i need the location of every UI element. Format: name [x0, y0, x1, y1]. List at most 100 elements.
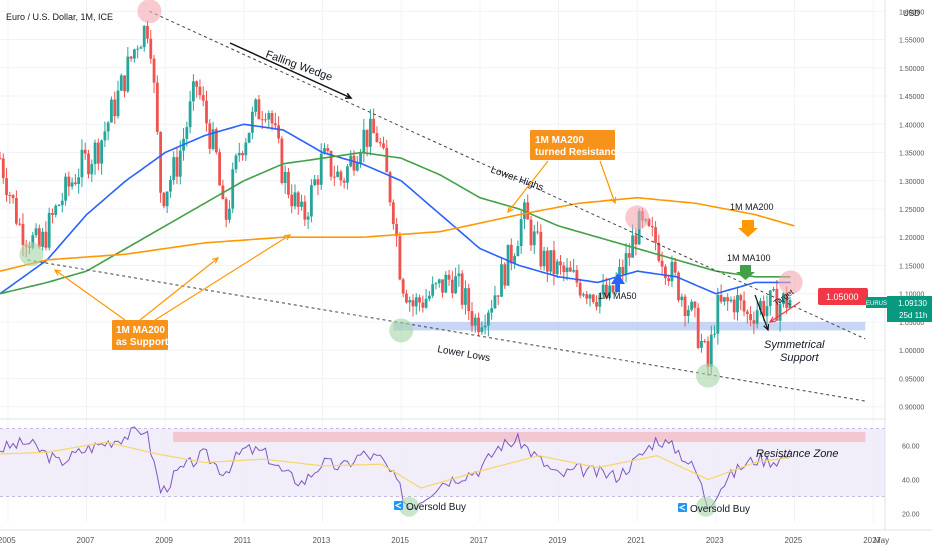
- candle-body: [352, 155, 356, 171]
- candle-body: [296, 192, 300, 207]
- candle-body: [519, 219, 523, 247]
- candle-body: [5, 178, 8, 196]
- candle-body: [677, 272, 680, 301]
- candle-body: [706, 341, 710, 367]
- candle-body: [503, 264, 507, 286]
- candle-body: [211, 129, 215, 149]
- time-tick-label: 2013: [313, 536, 331, 545]
- candle-body: [686, 309, 690, 316]
- time-tick-label: 2009: [155, 536, 173, 545]
- candle-body: [624, 253, 628, 275]
- time-tick-label: 2015: [391, 536, 409, 545]
- candle-body: [703, 340, 707, 342]
- candle-body: [214, 129, 218, 153]
- candle-body: [768, 290, 772, 307]
- candle-body: [362, 129, 366, 153]
- candle-body: [270, 113, 274, 124]
- support-arrow-3: [154, 234, 292, 321]
- candle-body: [306, 216, 310, 220]
- candle-body: [113, 99, 117, 117]
- candle-body: [77, 177, 81, 185]
- symmetrical-label-2: Support: [780, 352, 819, 364]
- candle-body: [116, 90, 120, 117]
- candle-body: [237, 152, 241, 156]
- time-tick-label: 2023: [706, 536, 724, 545]
- arrow-shaft: [154, 234, 291, 321]
- candle-body: [775, 288, 779, 321]
- candle-body: [660, 260, 664, 267]
- candle-body: [627, 253, 631, 258]
- candle-body: [657, 242, 661, 261]
- arrow-head: [283, 234, 292, 241]
- candle-body: [8, 195, 12, 197]
- price-tick-label: 1.45000: [899, 94, 924, 101]
- lower-highs-label: Lower Highs: [489, 164, 545, 193]
- lower-lows-label: Lower Lows: [436, 344, 490, 364]
- oversold-icon-2-glyph: [678, 504, 686, 511]
- arrow-head: [768, 316, 777, 323]
- candle-body: [496, 295, 500, 297]
- candle-body: [155, 82, 159, 132]
- candle-body: [542, 250, 546, 267]
- candle-body: [431, 284, 435, 296]
- candle-body: [578, 282, 582, 296]
- time-tick-label: 2025: [785, 536, 803, 545]
- chart-title: Euro / U.S. Dollar, 1M, ICE: [6, 12, 113, 22]
- candle-body: [201, 95, 205, 101]
- candle-body: [759, 300, 762, 311]
- candle-body: [87, 153, 90, 175]
- candle-body: [313, 179, 317, 186]
- candle-body: [100, 140, 104, 164]
- candle-body: [539, 231, 543, 267]
- candle-body: [742, 300, 746, 312]
- candle-body: [254, 99, 258, 112]
- candle-body: [647, 219, 651, 226]
- candle-body: [572, 270, 576, 272]
- symbol-badge-text: EURUSD: [866, 301, 892, 307]
- candle-body: [460, 273, 464, 305]
- candle-body: [382, 143, 385, 148]
- candle-body: [739, 295, 743, 301]
- candle-body: [90, 164, 94, 175]
- candle-body: [391, 202, 395, 225]
- candle-body: [11, 195, 15, 199]
- arrow-shaft: [599, 160, 616, 204]
- candle-body: [385, 147, 389, 173]
- candle-body: [509, 244, 513, 264]
- candle-body: [277, 125, 281, 139]
- ma-line-2: [0, 151, 791, 295]
- candle-body: [663, 266, 667, 279]
- candle-body: [1, 158, 5, 179]
- candle-body: [224, 199, 228, 220]
- candle-body: [21, 223, 25, 245]
- candle-body: [67, 176, 71, 187]
- candle-body: [264, 119, 267, 121]
- candle-body: [47, 212, 51, 248]
- candle-body: [719, 294, 723, 302]
- candle-body: [188, 101, 192, 128]
- arrow-head: [212, 257, 220, 264]
- time-tick-label: 2019: [549, 536, 567, 545]
- candle-body: [398, 236, 402, 280]
- rsi-tick-label: 40.00: [902, 478, 920, 485]
- candle-body: [244, 142, 248, 156]
- candle-body: [670, 261, 674, 282]
- candle-body: [149, 38, 153, 59]
- candle-body: [467, 288, 471, 312]
- candle-body: [126, 56, 130, 92]
- candle-body: [44, 231, 48, 248]
- candle-body: [18, 223, 22, 225]
- candle-body: [273, 123, 277, 126]
- candle-body: [598, 294, 602, 307]
- arrow-shaft: [229, 42, 352, 99]
- falling-wedge-arrow: [229, 42, 353, 99]
- arrow-head: [763, 323, 770, 332]
- candle-body: [473, 317, 477, 326]
- price-tick-label: 0.95000: [899, 376, 924, 383]
- candle-body: [267, 113, 271, 120]
- candle-body: [332, 176, 336, 178]
- candle-body: [37, 228, 41, 247]
- resistance-arrow-1: [507, 160, 549, 214]
